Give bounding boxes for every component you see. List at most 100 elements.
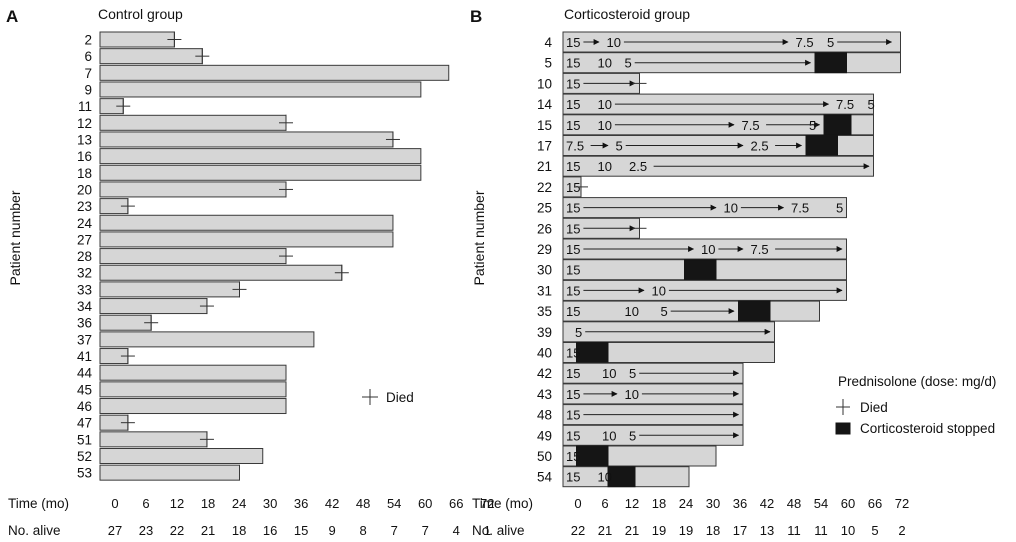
panel-b-tick-label: 42 [760,496,774,511]
patient-label: 36 [77,316,92,331]
control-bar-34 [99,298,208,315]
patient-label: 26 [537,221,552,236]
panel-a-tick-label: 0 [111,496,118,511]
dose-label: 7.5 [742,118,760,133]
steroid-bar-29 [562,238,847,260]
panel-b-tick-label: 30 [706,496,720,511]
panel-b-tick-label: 60 [841,496,855,511]
control-bar-36 [99,314,152,331]
dose-label: 10 [602,366,616,381]
dose-label: 15 [566,366,580,381]
control-bar-18 [99,164,422,181]
panel-a-alive-count: 1 [484,523,491,538]
panel-a-alive-count: 7 [422,523,429,538]
panel-a-alive-count: 8 [360,523,367,538]
steroid-bar-40 [562,342,775,363]
panel-a-tick-label: 42 [325,496,339,511]
panel-b-alive-count: 19 [652,523,666,538]
patient-label: 22 [537,180,552,195]
dose-label: 15 [566,449,580,464]
dose-label: 2.5 [751,139,769,154]
panel-a-tick-label: 72 [480,496,494,511]
stopped-block [684,259,717,281]
panel-a-tick-label: 66 [449,496,463,511]
patient-label: 27 [77,232,92,247]
panel-a-tick-label: 30 [263,496,277,511]
panel-b-tick-label: 12 [625,496,639,511]
panel-a-alive-count: 21 [201,523,215,538]
panel-b-alive-count: 22 [571,523,585,538]
control-bar-46 [99,398,287,415]
patient-label: 23 [77,199,92,214]
dose-label: 15 [566,242,580,257]
panel-b-letter: B [470,7,482,26]
panel-b-alive-count: 5 [871,523,878,538]
panel-a-alive-count: 22 [170,523,184,538]
panel-a-tick-label: 6 [142,496,149,511]
panel-a-alive-count: 9 [329,523,336,538]
dose-label: 10 [598,56,612,71]
patient-label: 37 [77,332,92,347]
panel-b-tick-label: 0 [574,496,581,511]
control-bar-28 [99,248,287,265]
control-bar-7 [99,64,450,81]
dose-label: 10 [598,118,612,133]
patient-label: 49 [537,428,552,443]
panel-b-ylabel: Patient number [471,190,487,285]
dose-label: 15 [566,263,580,278]
dose-label: 5 [836,201,843,216]
dose-label: 5 [629,366,636,381]
dose-label: 10 [625,304,639,319]
panel-b-alive-count: 11 [787,523,801,538]
dose-label: 10 [652,283,666,298]
patient-label: 9 [84,82,92,97]
panel-a-alive-count: 27 [108,523,122,538]
dose-label: 7.5 [791,201,809,216]
stopped-block [576,342,609,363]
patient-label: 10 [537,76,552,91]
patient-label: 2 [84,33,92,48]
patient-label: 46 [77,399,92,414]
dose-label: 2.5 [629,159,647,174]
panel-a-alive-count: 16 [263,523,277,538]
panel-b-tick-label: 24 [679,496,693,511]
panel-b-alive-count: 19 [679,523,693,538]
stopped-block [823,114,852,136]
dose-label: 15 [566,387,580,402]
patient-label: 52 [77,449,92,464]
dose-label: 15 [566,346,580,361]
dose-label: 15 [566,159,580,174]
panel-a-alive-label: No. alive [8,523,61,538]
patient-label: 35 [537,304,552,319]
panel-a-alive-count: 4 [453,523,460,538]
stopped-block [805,135,838,156]
control-bar-33 [99,281,240,298]
dose-label: 15 [566,97,580,112]
patient-label: 21 [537,159,552,174]
control-died-label: Died [386,390,414,405]
patient-label: 20 [77,182,92,197]
dose-label: 7.5 [751,242,769,257]
control-bar-37 [99,331,315,348]
patient-label: 6 [84,49,92,64]
panel-b-alive-count: 10 [841,523,855,538]
panel-b-alive-count: 17 [733,523,747,538]
dose-label: 7.5 [796,35,814,50]
panel-a-tick-label: 54 [387,496,401,511]
panel-b-alive-count: 13 [760,523,774,538]
panel-b-bars: 415107.5551510510151415107.551515107.551… [537,31,901,488]
legend-stopped-swatch [835,422,851,435]
dose-label: 5 [629,428,636,443]
patient-label: 24 [77,216,93,231]
patient-label: 34 [77,299,93,314]
panel-a-tick-label: 18 [201,496,215,511]
panel-a-tick-label: 24 [232,496,246,511]
patient-label: 40 [537,346,552,361]
patient-label: 15 [537,118,552,133]
dose-label: 5 [616,139,623,154]
dose-label: 15 [566,201,580,216]
panel-a-ylabel: Patient number [7,190,23,285]
panel-b-tick-label: 48 [787,496,801,511]
patient-label: 14 [537,97,553,112]
